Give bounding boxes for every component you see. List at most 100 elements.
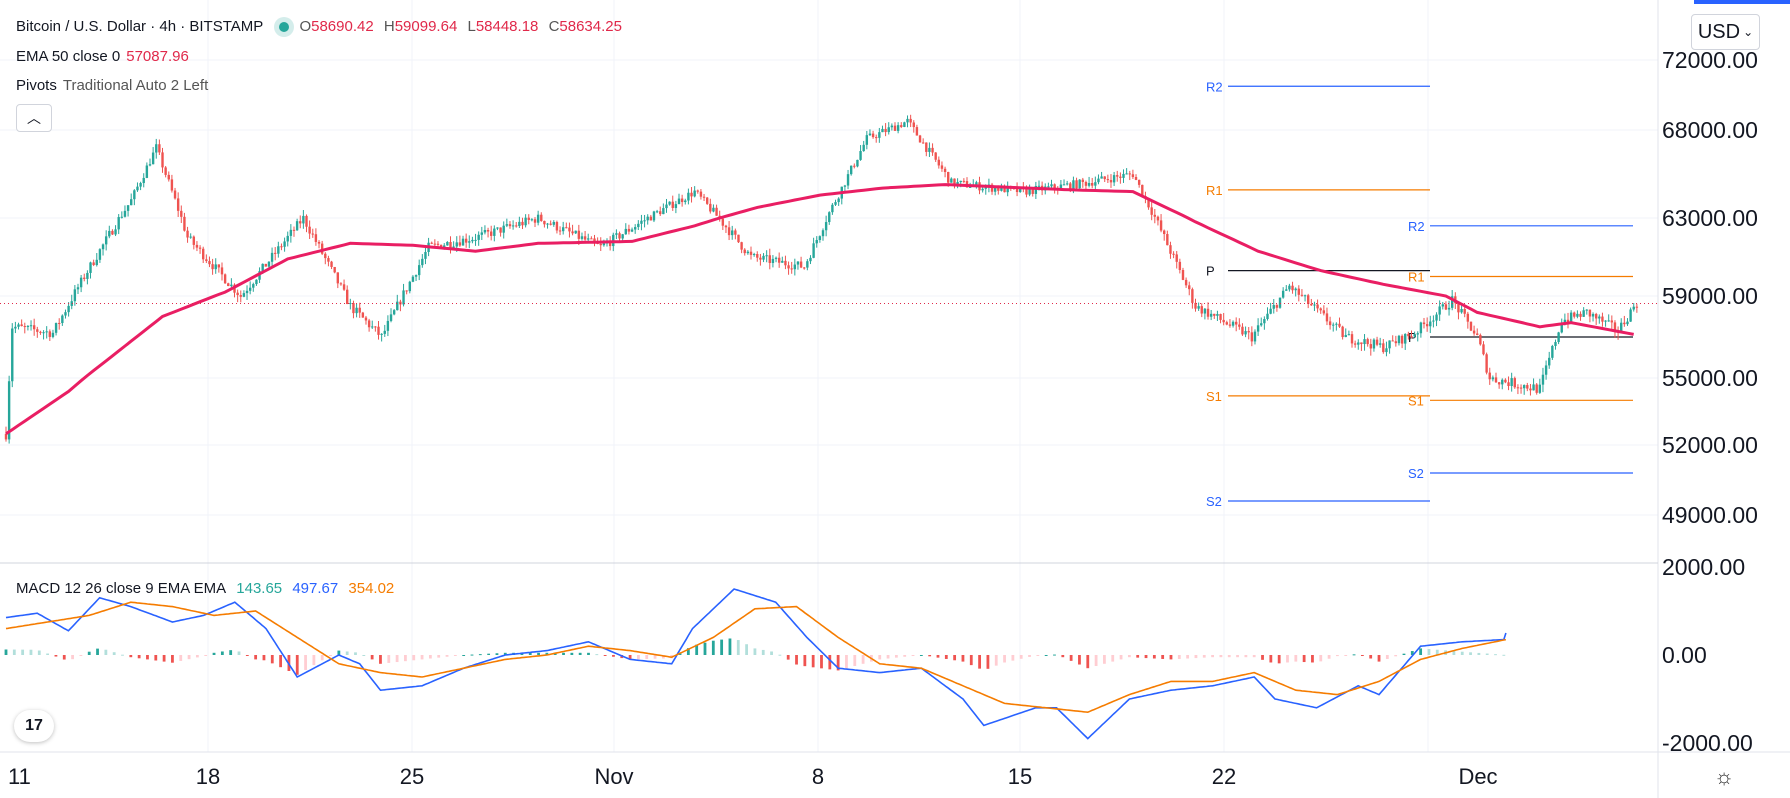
candle-body bbox=[1463, 308, 1466, 314]
candle-body bbox=[1541, 374, 1545, 385]
macd-hist-bar bbox=[1311, 655, 1314, 663]
candle-body bbox=[1510, 378, 1513, 387]
candle-body bbox=[1188, 285, 1191, 290]
candle-body bbox=[64, 312, 67, 316]
candle-body bbox=[130, 199, 133, 206]
candle-body bbox=[912, 122, 915, 128]
candle-body bbox=[1159, 220, 1163, 231]
time-axis[interactable]: 11 18 25 Nov 8 15 22 Dec bbox=[8, 764, 1498, 789]
macd-hist-bar bbox=[345, 651, 349, 655]
candle-body bbox=[981, 188, 984, 191]
candle-body bbox=[214, 264, 217, 270]
candle-body bbox=[1535, 384, 1538, 393]
candle-body bbox=[349, 303, 352, 305]
candle-body bbox=[26, 325, 30, 327]
candle-body bbox=[1472, 330, 1476, 334]
candle-body bbox=[915, 127, 919, 136]
macd-hist-bar bbox=[195, 655, 199, 658]
macd-hist-bar bbox=[79, 655, 83, 656]
candle-body bbox=[1560, 323, 1563, 333]
price-axis[interactable]: 72000.00 68000.00 63000.00 59000.00 55000.00… bbox=[1662, 47, 1758, 528]
candle-body bbox=[1166, 234, 1169, 246]
candle-body bbox=[959, 180, 962, 183]
candle-body bbox=[1332, 324, 1335, 326]
candle-body bbox=[1150, 207, 1153, 215]
candle-body bbox=[574, 230, 577, 234]
candle-body bbox=[455, 242, 458, 247]
macd-hist-bar bbox=[778, 654, 782, 656]
price-tick-label: 55000.00 bbox=[1662, 365, 1758, 391]
candle-body bbox=[1234, 321, 1238, 325]
candle-body bbox=[868, 133, 872, 136]
candle-body bbox=[1338, 323, 1341, 327]
candle-body bbox=[139, 183, 142, 187]
candle-body bbox=[1620, 322, 1623, 333]
candle-body bbox=[411, 276, 415, 282]
candle-body bbox=[521, 221, 524, 226]
settings-gear-icon[interactable]: ☼ bbox=[1714, 764, 1735, 789]
macd-line bbox=[5, 588, 1507, 740]
macd-hist-bar bbox=[678, 653, 682, 655]
price-tick-label: 49000.00 bbox=[1662, 502, 1758, 528]
candle-body bbox=[1476, 333, 1479, 335]
candle-body bbox=[968, 186, 972, 188]
candle-body bbox=[104, 236, 108, 245]
candle-body bbox=[649, 216, 653, 221]
macd-hist-bar bbox=[462, 655, 466, 656]
macd-hist-bar bbox=[370, 655, 374, 660]
candle-body bbox=[248, 287, 252, 291]
macd-hist-bar bbox=[87, 651, 91, 655]
candle-body bbox=[1435, 314, 1438, 321]
macd-hist-bar bbox=[578, 652, 582, 655]
macd-hist-bar bbox=[795, 655, 798, 665]
candle-body bbox=[668, 201, 671, 205]
legend-macd-row[interactable]: MACD 12 26 close 9 EMA EMA 143.65 497.67… bbox=[16, 580, 400, 597]
candle-body bbox=[342, 284, 346, 290]
candle-body bbox=[1050, 184, 1053, 187]
macd-hist-bar bbox=[354, 652, 357, 655]
candle-body bbox=[875, 137, 878, 139]
candle-body bbox=[878, 132, 881, 138]
candle-body bbox=[909, 118, 912, 123]
candle-body bbox=[533, 219, 537, 223]
candle-body bbox=[277, 246, 280, 254]
candle-body bbox=[934, 152, 937, 160]
candle-body bbox=[167, 174, 170, 180]
candle-body bbox=[1335, 323, 1338, 325]
macd-tick-label: -2000.00 bbox=[1662, 730, 1753, 756]
candle-body bbox=[1266, 313, 1269, 320]
tradingview-logo-icon[interactable]: 17 bbox=[14, 710, 54, 742]
macd-hist-bar bbox=[412, 655, 416, 661]
currency-selector[interactable]: USD ⌄ bbox=[1691, 14, 1760, 50]
candle-body bbox=[1253, 331, 1257, 342]
macd-hist-bar bbox=[661, 655, 665, 659]
candle-body bbox=[715, 207, 718, 216]
macd-hist-bar bbox=[1069, 655, 1073, 661]
candle-body bbox=[518, 221, 521, 226]
macd-hist-bar bbox=[62, 655, 66, 660]
pivot-label: S1 bbox=[1206, 389, 1222, 404]
macd-hist-bar bbox=[320, 655, 324, 661]
candle-body bbox=[1516, 387, 1520, 389]
candle-body bbox=[893, 125, 897, 131]
price-tick-label: 59000.00 bbox=[1662, 283, 1758, 309]
legend-symbol-row: Bitcoin / U.S. Dollar · 4h · BITSTAMP O5… bbox=[16, 18, 622, 35]
candle-body bbox=[849, 165, 853, 175]
candle-body bbox=[1281, 290, 1285, 298]
candle-body bbox=[621, 234, 624, 239]
candle-body bbox=[477, 234, 480, 240]
candle-body bbox=[727, 227, 731, 236]
legend-pivots-row[interactable]: Pivots Traditional Auto 2 Left bbox=[16, 77, 214, 94]
collapse-legend-button[interactable]: ︿ bbox=[16, 104, 52, 132]
macd-hist-bar bbox=[270, 655, 274, 664]
candle-body bbox=[771, 258, 775, 263]
legend-ema-row[interactable]: EMA 50 close 0 57087.96 bbox=[16, 48, 195, 65]
candle-body bbox=[555, 221, 559, 231]
macd-hist-bar bbox=[628, 655, 632, 660]
candle-body bbox=[496, 227, 499, 229]
macd-hist-bar bbox=[637, 655, 640, 660]
symbol-title[interactable]: Bitcoin / U.S. Dollar · 4h · BITSTAMP bbox=[16, 18, 264, 35]
candle-body bbox=[1432, 320, 1435, 322]
candle-body bbox=[1548, 357, 1551, 366]
